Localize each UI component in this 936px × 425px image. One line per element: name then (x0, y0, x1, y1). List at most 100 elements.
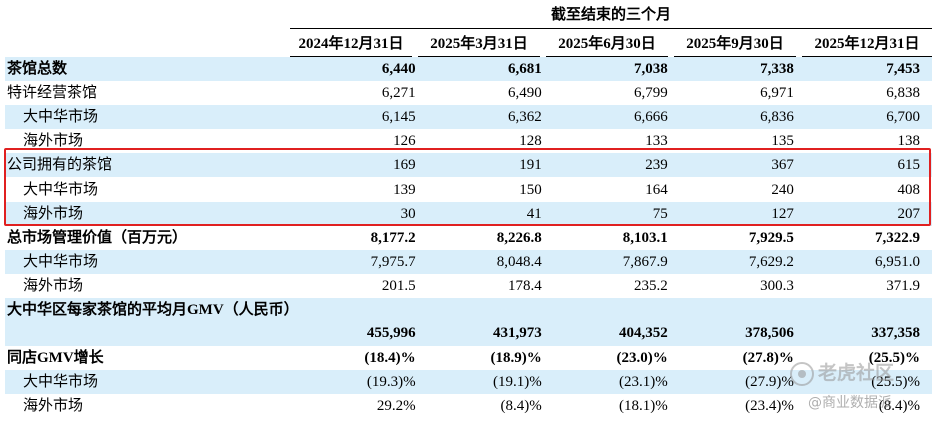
row-value-col-4: (23.4)% (745, 398, 794, 415)
row-value-col-3: 7,867.9 (553, 249, 680, 274)
row-value-col-3: 133 (645, 133, 668, 150)
column-rule-5 (802, 56, 932, 57)
row-label: 大中华市场 (5, 105, 305, 130)
table-row: 总市场管理价值（百万元） 8,177.2 8,226.8 8,103.1 7,929.5… (5, 226, 932, 250)
table-row: 海外市场 126 128 133 135 138 (5, 129, 932, 153)
row-value-col-3: (23.0)% (616, 349, 668, 366)
row-label: 同店GMV增长 (7, 349, 104, 366)
row-value-col-1: 6,145 (304, 105, 428, 130)
table-row: 海外市场 29.2% (8.4)% (18.1)% (23.4)% (8.4)% (5, 394, 932, 418)
row-value-col-3: (23.1)% (553, 370, 680, 395)
row-value-col-5: 6,700 (805, 105, 932, 130)
row-value-col-3: 164 (645, 181, 668, 198)
row-value-col-1: 139 (393, 181, 416, 198)
row-value-col-5: 6,951.0 (805, 249, 932, 274)
column-rule-1 (290, 56, 412, 57)
row-value-col-2: (8.4)% (500, 398, 542, 415)
row-value-col-1: 6,440 (304, 57, 428, 82)
row-value-col-2: 6,681 (427, 57, 554, 82)
row-label: 海外市场 (5, 201, 305, 226)
row-value-col-1: 29.2% (376, 398, 416, 415)
row-value-col-4: 6,836 (679, 105, 806, 130)
row-value-col-1: 6,271 (381, 85, 416, 102)
table-row: 大中华市场 (19.3)% (19.1)% (23.1)% (27.9)% (25.5)% (5, 370, 932, 395)
table-row: 大中华市场 7,975.7 8,048.4 7,867.9 7,629.2 6,951.0 (5, 249, 932, 274)
row-value-col-2: 6,362 (427, 105, 554, 130)
row-label: 特许经营茶馆 (7, 85, 98, 102)
column-rule-4 (674, 56, 796, 57)
row-label: 茶馆总数 (5, 57, 305, 82)
row-value-col-4: 127 (679, 201, 806, 226)
row-value-col-4: 7,929.5 (748, 229, 794, 246)
tiger-logo-icon (790, 361, 814, 386)
table-row: 公司拥有的茶馆 169 191 239 367 615 (5, 153, 932, 178)
row-label: 海外市场 (23, 277, 84, 294)
row-value-col-3: 7,038 (553, 57, 680, 82)
row-value-col-5: 7,322.9 (875, 229, 920, 246)
metrics-table: 茶馆总数 6,440 6,681 7,038 7,338 7,453 特许经营茶馆 6,271… (5, 57, 932, 418)
table-row: 茶馆总数 6,440 6,681 7,038 7,338 7,453 (5, 57, 932, 82)
row-value-col-3: (18.1)% (619, 398, 668, 415)
table-row: 同店GMV增长 (18.4)% (18.9)% (23.0)% (27.8)% (25.5… (5, 346, 932, 370)
row-label: 海外市场 (23, 398, 84, 415)
row-value-col-5: 7,453 (805, 57, 932, 82)
row-value-col-4: 240 (771, 181, 794, 198)
row-value-col-4: 6,971 (760, 85, 794, 102)
row-value-col-4: (27.9)% (679, 370, 806, 395)
row-value-col-2: 128 (519, 133, 542, 150)
row-value-col-5: (8.4)% (878, 398, 920, 415)
row-value-col-5: 337,358 (805, 297, 932, 346)
watermark-brand-text: 老虎社区 (818, 362, 895, 384)
row-value-col-4: (27.8)% (742, 349, 794, 366)
row-label: 大中华市场 (23, 181, 99, 198)
row-value-col-1: (18.4)% (364, 349, 416, 366)
column-header-1: 2024年12月31日 (298, 36, 404, 52)
row-value-col-4: 7,338 (679, 57, 806, 82)
column-header-3: 2025年6月30日 (558, 36, 656, 52)
row-value-col-4: 378,506 (679, 297, 806, 346)
row-value-col-5: (25.5)% (868, 349, 920, 366)
row-value-col-2: 8,048.4 (427, 249, 554, 274)
row-value-col-5: 371.9 (886, 277, 920, 294)
row-value-col-5: 6,838 (886, 85, 920, 102)
row-value-col-2: (18.9)% (490, 349, 542, 366)
row-value-col-1: (19.3)% (304, 370, 428, 395)
watermark-credit: @商业数据派 (808, 395, 892, 411)
row-value-col-1: 30 (304, 201, 428, 226)
row-value-col-4: 7,629.2 (679, 249, 806, 274)
column-rule-3 (546, 56, 668, 57)
row-value-col-1: 169 (304, 153, 428, 178)
row-value-col-4: 135 (771, 133, 794, 150)
row-value-col-5: 207 (805, 201, 932, 226)
row-value-col-3: 404,352 (553, 297, 680, 346)
row-value-col-2: 178.4 (507, 277, 542, 294)
period-header: 截至结束的三个月 (550, 7, 671, 23)
table-row: 特许经营茶馆 6,271 6,490 6,799 6,971 6,838 (5, 81, 932, 105)
row-label: 大中华区每家茶馆的平均月GMV（人民币） (5, 297, 305, 346)
row-value-col-5: 138 (897, 133, 921, 150)
row-value-col-1: 201.5 (381, 277, 416, 294)
watermark-brand: 老虎社区 (790, 358, 894, 386)
highlight-box-company-owned (4, 148, 931, 226)
row-value-col-2: 431,973 (427, 297, 554, 346)
row-value-col-5: 615 (805, 153, 932, 178)
row-value-col-2: (19.1)% (427, 370, 554, 395)
period-header-rule (290, 28, 932, 29)
table-row: 大中华市场 139 150 164 240 408 (5, 177, 932, 201)
row-label: 海外市场 (23, 133, 84, 150)
row-value-col-1: 7,975.7 (304, 249, 428, 274)
row-label: 大中华市场 (5, 370, 305, 395)
column-header-4: 2025年9月30日 (686, 36, 784, 52)
table-row: 大中华市场 6,145 6,362 6,666 6,836 6,700 (5, 105, 932, 130)
row-label: 大中华市场 (5, 249, 305, 274)
row-value-col-4: 300.3 (760, 277, 794, 294)
column-rule-2 (418, 56, 540, 57)
row-value-col-2: 41 (427, 201, 554, 226)
row-value-col-2: 8,226.8 (496, 229, 542, 246)
row-value-col-2: 6,490 (507, 85, 542, 102)
row-value-col-3: 235.2 (634, 277, 668, 294)
column-header-2: 2025年3月31日 (430, 36, 528, 52)
row-value-col-3: 239 (553, 153, 680, 178)
row-value-col-3: 6,666 (553, 105, 680, 130)
